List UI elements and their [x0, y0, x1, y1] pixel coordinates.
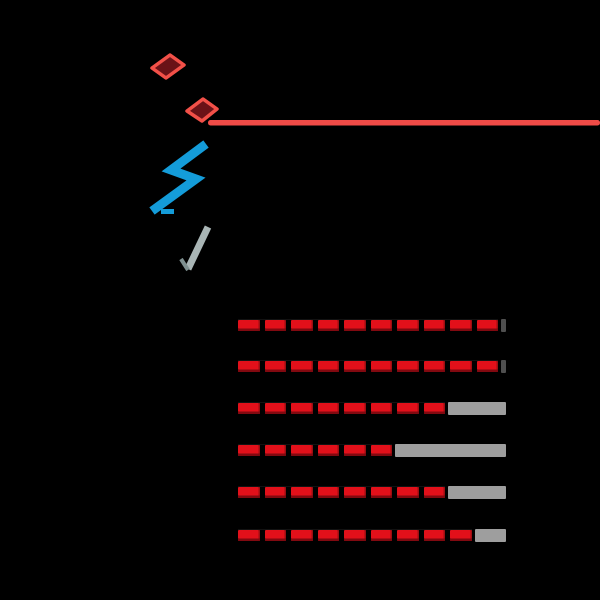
bar-segment-filled — [317, 403, 339, 414]
rating-row — [238, 402, 506, 415]
bar-remainder — [448, 486, 506, 499]
bar-segment-filled — [238, 403, 260, 414]
bar-segment-filled — [370, 530, 392, 541]
bar-segment-filled — [264, 530, 286, 541]
bar-segment-filled — [291, 445, 313, 456]
bar-segment-filled — [344, 361, 366, 372]
bar-segment-filled — [397, 320, 419, 331]
bar-segment-filled — [317, 487, 339, 498]
bar-segment-filled — [397, 403, 419, 414]
bar-segment-filled — [238, 445, 260, 456]
red-trend-line — [208, 120, 600, 126]
rating-row — [238, 444, 506, 457]
bar-segment-filled — [317, 445, 339, 456]
bar-segment-filled — [264, 361, 286, 372]
rating-row — [238, 360, 506, 373]
red-diamond-icon — [185, 97, 219, 123]
check-mark-arm — [179, 257, 190, 272]
bar-segment-filled — [476, 320, 498, 331]
bar-remainder — [501, 360, 506, 373]
bar-segment-filled — [370, 403, 392, 414]
bar-segment-filled — [344, 403, 366, 414]
lightning-bolt-fragment — [161, 209, 174, 214]
bar-remainder — [395, 444, 506, 457]
bar-segment-filled — [450, 320, 472, 331]
bar-segment-filled — [397, 487, 419, 498]
bar-segment-filled — [423, 487, 445, 498]
check-mark-icon — [184, 225, 212, 271]
bar-segment-filled — [291, 403, 313, 414]
bar-segment-filled — [317, 530, 339, 541]
bar-segment-filled — [450, 361, 472, 372]
bar-segment-filled — [344, 320, 366, 331]
bar-segment-filled — [344, 487, 366, 498]
bar-segment-filled — [344, 530, 366, 541]
rating-row — [238, 529, 506, 542]
bar-segment-filled — [264, 445, 286, 456]
bar-remainder — [474, 529, 506, 542]
bar-segment-filled — [264, 320, 286, 331]
bar-segment-filled — [238, 320, 260, 331]
bar-segment-filled — [291, 487, 313, 498]
bar-segment-filled — [370, 320, 392, 331]
red-diamond-icon — [150, 53, 186, 80]
bar-segment-filled — [476, 361, 498, 372]
bar-segment-filled — [450, 530, 472, 541]
bar-segment-filled — [370, 361, 392, 372]
bar-segment-filled — [423, 320, 445, 331]
bar-segment-filled — [264, 487, 286, 498]
bar-segment-filled — [423, 361, 445, 372]
bar-segment-filled — [344, 445, 366, 456]
bar-segment-filled — [423, 530, 445, 541]
bar-segment-filled — [370, 445, 392, 456]
bar-segment-filled — [370, 487, 392, 498]
rating-row — [238, 319, 506, 332]
bar-segment-filled — [291, 361, 313, 372]
bar-segment-filled — [397, 361, 419, 372]
bar-segment-filled — [238, 487, 260, 498]
bar-segment-filled — [317, 320, 339, 331]
bar-segment-filled — [238, 530, 260, 541]
bar-segment-filled — [423, 403, 445, 414]
bar-segment-filled — [291, 320, 313, 331]
bar-segment-filled — [264, 403, 286, 414]
bar-remainder — [501, 319, 506, 332]
bar-segment-filled — [397, 530, 419, 541]
bar-segment-filled — [291, 530, 313, 541]
bar-segment-filled — [317, 361, 339, 372]
lightning-bolt-icon — [149, 140, 209, 215]
bar-remainder — [448, 402, 506, 415]
bar-segment-filled — [238, 361, 260, 372]
rating-row — [238, 486, 506, 499]
